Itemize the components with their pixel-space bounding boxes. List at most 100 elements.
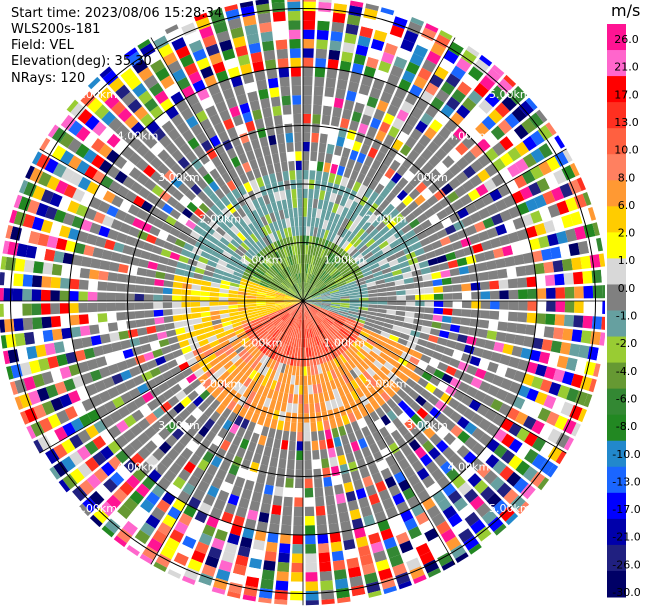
- range-gate: [268, 284, 278, 290]
- range-gate: [12, 288, 23, 301]
- range-gate: [89, 490, 105, 507]
- range-gate: [508, 301, 519, 311]
- range-gate: [157, 522, 172, 537]
- range-gate: [428, 182, 441, 194]
- range-gate: [104, 353, 117, 365]
- range-gate: [108, 261, 120, 272]
- range-gate: [516, 501, 530, 515]
- range-gate: [330, 541, 343, 553]
- range-gate: [303, 366, 307, 376]
- range-gate: [45, 384, 59, 399]
- range-gate: [275, 305, 285, 309]
- range-gate: [296, 356, 301, 367]
- range-gate: [284, 487, 294, 498]
- range-gate: [472, 347, 484, 358]
- range-gate: [58, 225, 71, 238]
- range-gate: [513, 124, 529, 140]
- range-gate: [164, 156, 177, 169]
- range-gate: [262, 236, 270, 247]
- range-gate: [256, 291, 267, 296]
- range-gate: [266, 358, 274, 368]
- range-gate: [311, 337, 316, 347]
- range-gate: [560, 401, 574, 417]
- range-gate: [469, 174, 483, 188]
- range-gate: [70, 266, 81, 278]
- range-gate: [432, 314, 443, 322]
- range-gate: [144, 440, 158, 454]
- range-gate: [201, 214, 212, 225]
- range-gate: [447, 259, 459, 269]
- range-gate: [397, 424, 409, 437]
- range-gate: [107, 386, 120, 399]
- range-gate: [334, 259, 343, 268]
- range-gate: [50, 303, 60, 315]
- range-gate: [317, 283, 326, 290]
- range-gate: [580, 330, 592, 344]
- range-gate: [280, 86, 291, 97]
- range-gate: [209, 292, 220, 297]
- range-gate: [362, 475, 374, 488]
- range-gate: [320, 228, 326, 239]
- range-gate: [258, 88, 269, 100]
- range-gate: [396, 164, 408, 177]
- range-gate: [441, 277, 452, 285]
- range-gate: [297, 273, 300, 283]
- range-gate: [344, 275, 355, 282]
- range-gate: [303, 301, 310, 309]
- range-gate: [437, 497, 452, 512]
- range-gate: [320, 289, 330, 295]
- range-gate: [140, 522, 156, 537]
- range-gate: [303, 1, 316, 12]
- range-gate: [478, 433, 493, 447]
- range-gate: [129, 490, 144, 505]
- range-gate: [92, 345, 105, 357]
- range-gate: [103, 478, 118, 493]
- range-gate: [343, 539, 356, 551]
- range-gate: [320, 448, 328, 460]
- range-gate: [19, 228, 32, 243]
- range-gate: [434, 247, 445, 257]
- range-gate: [275, 400, 282, 411]
- range-gate: [248, 287, 258, 292]
- range-gate: [353, 253, 364, 262]
- range-gate: [237, 54, 251, 66]
- range-gate: [0, 335, 8, 349]
- range-gate: [178, 421, 191, 434]
- range-gate: [454, 248, 466, 259]
- range-gate: [264, 59, 277, 70]
- range-gate: [241, 204, 251, 215]
- range-gate: [67, 390, 81, 404]
- range-gate: [266, 289, 277, 294]
- range-gate: [404, 311, 415, 318]
- range-gate: [183, 351, 195, 361]
- range-gate: [325, 316, 335, 323]
- range-gate: [271, 2, 286, 13]
- range-gate: [313, 266, 318, 276]
- range-gate: [319, 270, 327, 279]
- range-gate: [234, 144, 245, 156]
- range-gate: [385, 179, 397, 192]
- range-gate: [275, 306, 286, 310]
- range-gate: [272, 329, 280, 338]
- range-gate: [429, 407, 442, 419]
- range-gate: [232, 210, 242, 221]
- range-gate: [181, 345, 192, 355]
- range-gate: [221, 481, 233, 494]
- range-gate: [47, 413, 62, 429]
- range-gate: [3, 303, 14, 317]
- range-gate: [462, 373, 474, 385]
- range-gate: [111, 101, 126, 116]
- range-gate: [445, 365, 457, 377]
- range-gate: [574, 359, 587, 374]
- range-gate: [284, 257, 290, 267]
- range-gate: [354, 214, 363, 225]
- range-gate: [291, 286, 298, 294]
- range-gate: [334, 0, 348, 5]
- azimuth-spoke: [302, 37, 456, 302]
- range-gate: [346, 158, 356, 170]
- range-gate: [265, 437, 274, 448]
- range-gate: [257, 311, 268, 316]
- range-gate: [361, 267, 372, 274]
- range-gate: [31, 289, 42, 301]
- range-gate: [102, 343, 114, 355]
